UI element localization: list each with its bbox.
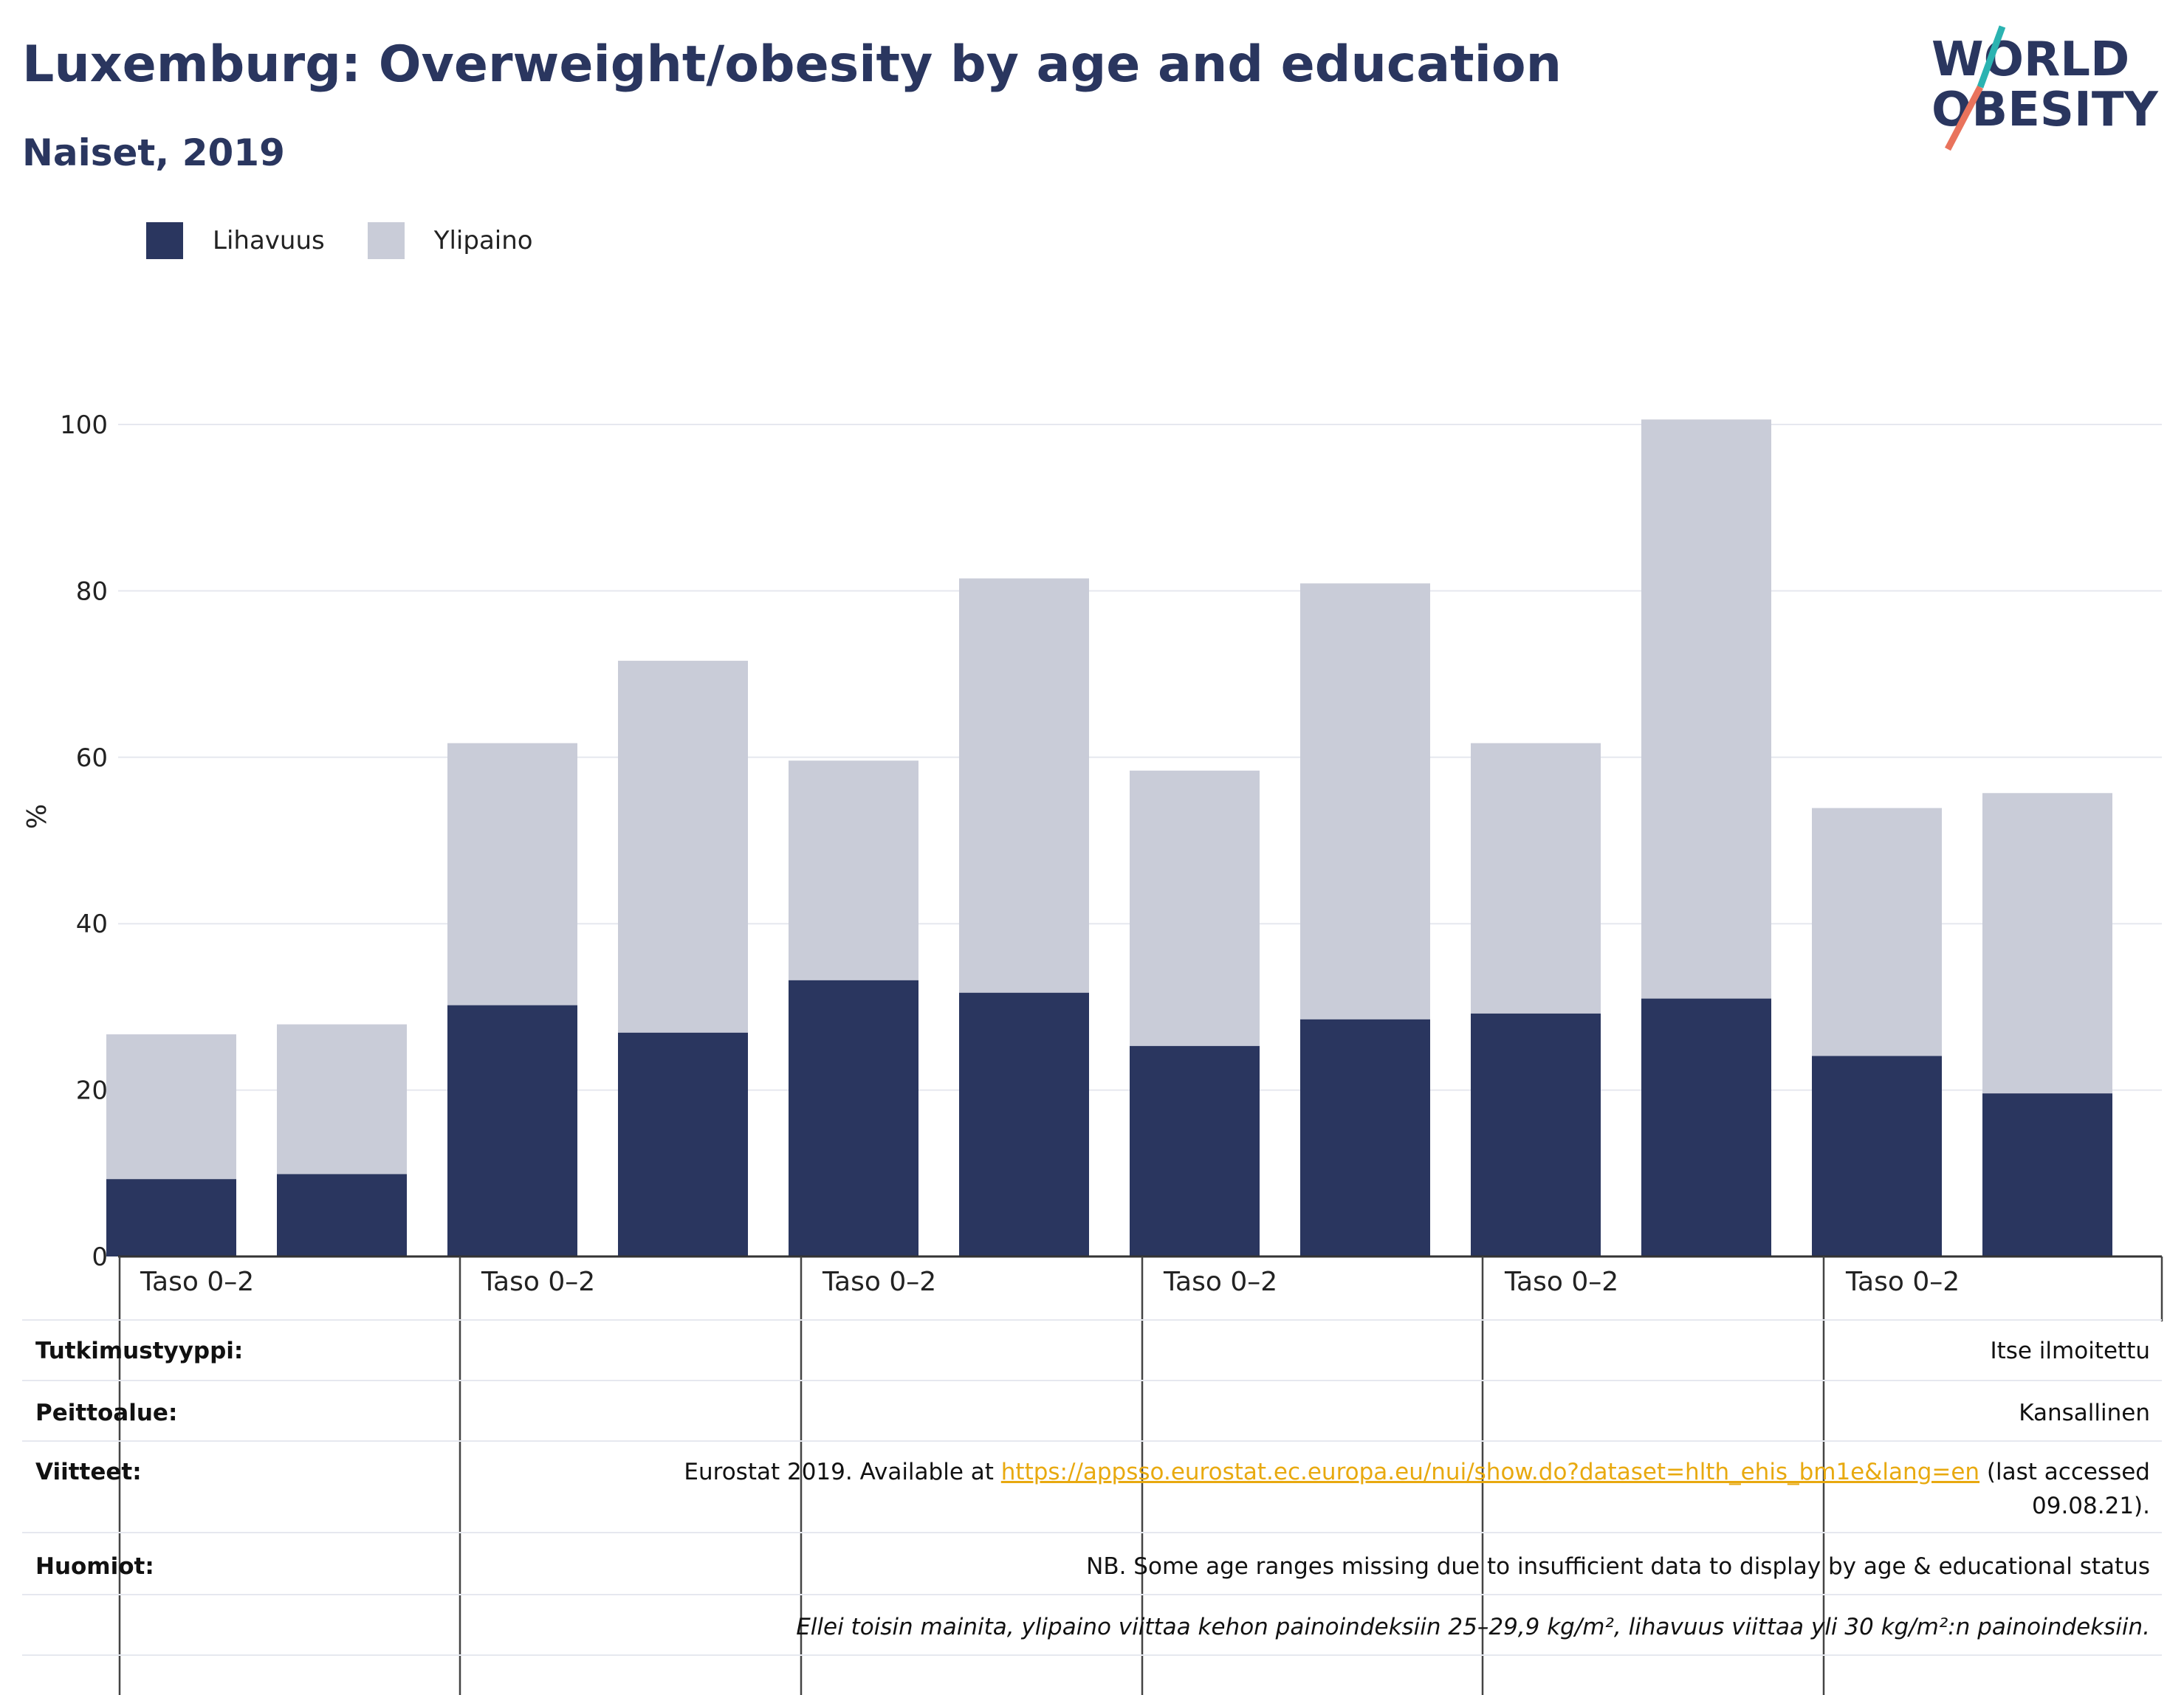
y-tick-label: 20 [76, 1076, 108, 1106]
bar-lihavuus [1471, 1013, 1601, 1256]
bar-ylipaino [1812, 808, 1942, 1056]
bars [106, 419, 2112, 1256]
bar-ylipaino [106, 1034, 236, 1180]
bar-ylipaino [1130, 770, 1260, 1046]
bar-ylipaino [618, 661, 748, 1033]
bar-lihavuus [277, 1174, 407, 1256]
chart-subtitle: Naiset, 2019 [22, 131, 285, 174]
bar-lihavuus [789, 980, 918, 1256]
bar-ylipaino [1641, 419, 1771, 999]
world-obesity-logo: WORLD OBESITY [1931, 25, 2158, 151]
group-label: Taso 0–2 [140, 1267, 254, 1297]
bar-ylipaino [959, 578, 1089, 993]
bar-lihavuus [1982, 1093, 2112, 1256]
y-tick-label: 80 [76, 577, 108, 606]
legend-item-lihavuus: Lihavuus [146, 222, 325, 259]
bar-ylipaino [1982, 793, 2112, 1094]
bar-lihavuus [618, 1032, 748, 1256]
y-tick-label: 100 [60, 410, 108, 440]
bar-ylipaino [1300, 583, 1430, 1020]
group-label: Taso 0–2 [1163, 1267, 1277, 1297]
bar-ylipaino [789, 760, 918, 980]
bar-lihavuus [106, 1179, 236, 1256]
group-label: Taso 0–2 [481, 1267, 595, 1297]
legend-swatch-lihavuus [146, 222, 183, 259]
references-link[interactable]: https://appsso.eurostat.ec.europa.eu/nui… [1000, 1459, 1980, 1485]
y-axis-label: % [22, 804, 52, 829]
bar-lihavuus [959, 992, 1089, 1256]
legend-label-ylipaino: Ylipaino [433, 226, 533, 255]
bar-lihavuus [1812, 1056, 1942, 1256]
chart-title: Luxemburg: Overweight/obesity by age and… [22, 35, 1562, 94]
bar-ylipaino [277, 1024, 407, 1175]
y-tick-label: 40 [76, 910, 108, 939]
bar-ylipaino [1471, 743, 1601, 1014]
bar-lihavuus [447, 1005, 577, 1256]
y-tick-label: 60 [76, 743, 108, 773]
logo-text-world: WORLD [1931, 32, 2129, 87]
group-label: Taso 0–2 [822, 1267, 936, 1297]
group-label: Taso 0–2 [1504, 1267, 1618, 1297]
info-table-lines [22, 1256, 2163, 1695]
bar-ylipaino [447, 743, 577, 1005]
bar-lihavuus [1130, 1045, 1260, 1256]
legend-label-lihavuus: Lihavuus [213, 226, 325, 255]
legend-swatch-ylipaino [367, 222, 405, 259]
x-axis: Taso 0–2 Taso 0–2 Taso 0–2 Taso 0–2 Taso 0–2… [118, 1255, 2162, 1297]
chart-legend: Lihavuus Ylipaino [146, 220, 576, 261]
legend-item-ylipaino: Ylipaino [367, 222, 533, 259]
group-label: Taso 0–2 [1845, 1267, 1960, 1297]
logo-slash-bottom [1945, 85, 1983, 151]
bar-lihavuus [1641, 998, 1771, 1256]
y-tick-label: 0 [92, 1242, 108, 1272]
logo-slash-top [1977, 25, 2006, 89]
y-axis: 0 20 40 60 80 100 [60, 410, 108, 1272]
bar-lihavuus [1300, 1019, 1430, 1256]
